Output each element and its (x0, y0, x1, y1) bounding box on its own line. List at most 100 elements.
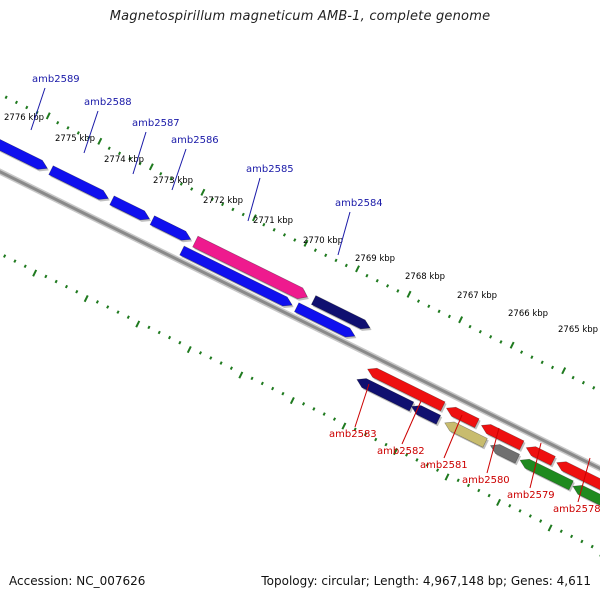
gene-label-forward[interactable]: amb2585 (246, 164, 294, 175)
ruler-tick-outer (221, 202, 225, 207)
gene-arrow-reverse[interactable] (367, 367, 446, 412)
ruler-tick-inner (496, 498, 501, 507)
ruler-tick-inner (75, 289, 79, 294)
gene-label-leader (171, 148, 187, 191)
gene-arrow-reverse[interactable] (480, 424, 525, 451)
gene-arrow-reverse[interactable] (445, 406, 480, 429)
gene-arrow-reverse[interactable] (556, 461, 600, 494)
ruler-tick-inner (312, 407, 316, 411)
ruler-tick-inner (209, 356, 213, 360)
ruler-tick-inner (219, 361, 223, 365)
ruler-tick-outer (427, 304, 431, 309)
ruler-tick-inner (147, 325, 151, 330)
gene-arrow-forward[interactable] (192, 235, 308, 300)
ruler-tick-inner (332, 417, 337, 421)
ruler-tick-outer (169, 177, 173, 181)
ruler-tick-inner (539, 519, 543, 523)
ruler-tick-inner (23, 264, 27, 269)
ruler-tick-outer (581, 380, 585, 385)
ruler-tick-outer (231, 207, 235, 212)
ruler-tick-outer (128, 156, 132, 161)
gene-label-reverse[interactable]: amb2582 (377, 446, 425, 457)
ruler-tick-outer (117, 151, 122, 156)
ruler-tick-outer (14, 100, 19, 105)
ruler-tick-outer (25, 105, 29, 110)
ruler-tick-inner (384, 442, 388, 447)
gene-label-leader (443, 414, 463, 459)
ruler-tick-inner (302, 402, 306, 406)
gene-arrow-reverse[interactable] (411, 405, 442, 425)
gene-arrow-reverse[interactable] (519, 458, 574, 491)
ruler-tick-outer (97, 137, 103, 145)
gene-label-leader (132, 131, 147, 175)
ruler-tick-inner (281, 391, 285, 396)
ruler-label: 2769 kbp (355, 254, 395, 264)
gene-arrow-reverse[interactable] (525, 446, 556, 466)
ruler-tick-inner (157, 330, 161, 335)
gene-label-forward[interactable]: amb2584 (335, 198, 383, 209)
gene-label-forward[interactable]: amb2586 (171, 135, 219, 146)
ruler-tick-outer (385, 284, 390, 288)
ruler-tick-inner (44, 274, 48, 279)
gene-label-forward[interactable]: amb2587 (132, 118, 180, 129)
gene-label-reverse[interactable]: amb2583 (329, 429, 377, 440)
gene-arrow-forward[interactable] (310, 295, 371, 330)
gene-label-reverse[interactable]: amb2581 (420, 460, 468, 471)
ruler-tick-outer (334, 258, 338, 263)
ruler-tick-outer (251, 214, 257, 222)
ruler-tick-outer (571, 375, 575, 380)
gene-label-forward[interactable]: amb2588 (84, 97, 132, 108)
gene-arrow-forward[interactable] (48, 165, 109, 200)
ruler-tick-inner (3, 254, 7, 258)
gene-arrow-forward[interactable] (179, 245, 293, 307)
gene-label-forward[interactable]: amb2589 (32, 74, 80, 85)
ruler-tick-outer (468, 324, 472, 329)
ruler-tick-inner (106, 305, 110, 309)
ruler-tick-outer (499, 340, 503, 344)
gene-arrow-reverse[interactable] (356, 378, 415, 412)
ruler-tick-outer (355, 265, 360, 273)
ruler-tick-outer (324, 253, 328, 258)
ruler-tick-inner (415, 458, 419, 462)
ruler-tick-inner (13, 259, 17, 263)
ruler-tick-inner (54, 279, 58, 284)
ruler-tick-outer (148, 163, 154, 171)
ruler-label: 2771 kbp (253, 216, 293, 226)
accession-text: Accession: NC_007626 (9, 574, 146, 588)
ruler-tick-inner (425, 463, 429, 467)
ruler-tick-outer (45, 112, 51, 120)
ruler-tick-outer (138, 161, 142, 166)
gene-arrow-forward[interactable] (149, 215, 192, 241)
gene-arrow-reverse[interactable] (572, 485, 600, 521)
ruler-tick-inner (250, 376, 254, 381)
gene-label-reverse[interactable]: amb2578 (553, 504, 600, 515)
gene-label-leader (486, 427, 500, 474)
ruler-label: 2775 kbp (55, 134, 95, 144)
ruler-tick-inner (477, 488, 481, 493)
gene-arrow-forward[interactable] (0, 133, 48, 170)
ruler-tick-outer (375, 278, 379, 283)
ruler-tick-outer (76, 131, 80, 135)
ruler-tick-inner (198, 351, 203, 355)
genome-backbone (0, 170, 600, 471)
ruler-label: 2766 kbp (508, 309, 548, 319)
gene-arrow-reverse[interactable] (444, 421, 488, 448)
ruler-tick-outer (282, 233, 287, 237)
genome-summary-text: Topology: circular; Length: 4,967,148 bp… (261, 574, 591, 588)
ruler-tick-outer (262, 222, 266, 227)
gene-arrow-forward[interactable] (294, 302, 356, 338)
ruler-tick-outer (210, 197, 214, 202)
ruler-tick-inner (487, 493, 491, 498)
gene-label-reverse[interactable]: amb2579 (507, 490, 555, 501)
ruler-tick-inner (64, 284, 69, 289)
ruler-tick-outer (66, 126, 70, 130)
gene-label-leader (337, 211, 351, 256)
ruler-label: 2767 kbp (457, 291, 497, 301)
ruler-tick-inner (260, 381, 264, 386)
gene-label-leader (247, 177, 261, 222)
gene-label-reverse[interactable]: amb2580 (462, 475, 510, 486)
gene-arrow-forward[interactable] (109, 195, 151, 221)
ruler-tick-outer (406, 290, 412, 298)
ruler-tick-inner (436, 468, 440, 472)
ruler-tick-outer (200, 188, 206, 196)
